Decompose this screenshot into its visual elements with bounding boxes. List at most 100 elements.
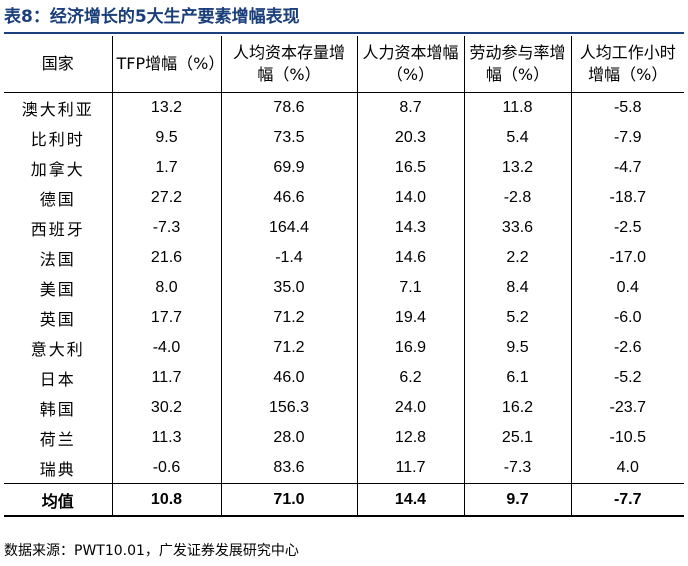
table-row: 澳大利亚 13.2 78.6 8.7 11.8 -5.8 bbox=[4, 92, 684, 123]
cell-labor-participation: 8.4 bbox=[463, 273, 571, 303]
cell-country: 法国 bbox=[39, 250, 76, 269]
cell-tfp: 27.2 bbox=[111, 183, 221, 213]
cell-human-capital: 12.8 bbox=[356, 423, 464, 453]
cell-capital: 83.6 bbox=[220, 453, 357, 484]
table-row: 法国 21.6 -1.4 14.6 2.2 -17.0 bbox=[4, 243, 684, 273]
cell-labor-participation: 5.2 bbox=[463, 303, 571, 333]
table-row: 英国 17.7 71.2 19.4 5.2 -6.0 bbox=[4, 303, 684, 333]
cell-country: 美国 bbox=[39, 280, 76, 299]
cell-work-hours: -7.9 bbox=[570, 123, 684, 153]
cell-human-capital: 14.3 bbox=[356, 213, 464, 243]
table-row: 西班牙 -7.3 164.4 14.3 33.6 -2.5 bbox=[4, 213, 684, 243]
header-human-capital: 人力资本增幅（%） bbox=[356, 36, 464, 93]
cell-human-capital: 11.7 bbox=[356, 453, 464, 484]
cell-capital: 156.3 bbox=[220, 393, 357, 423]
cell-human-capital: 14.6 bbox=[356, 243, 464, 273]
cell-capital: 73.5 bbox=[220, 123, 357, 153]
table-row: 韩国 30.2 156.3 24.0 16.2 -23.7 bbox=[4, 393, 684, 423]
table-row: 美国 8.0 35.0 7.1 8.4 0.4 bbox=[4, 273, 684, 303]
cell-work-hours: -4.7 bbox=[570, 153, 684, 183]
cell-human-capital: 16.9 bbox=[356, 333, 464, 363]
header-tfp: TFP增幅（%） bbox=[111, 36, 224, 93]
cell-labor-participation: -7.3 bbox=[463, 453, 571, 484]
cell-labor-participation: -2.8 bbox=[463, 183, 571, 213]
cell-work-hours: -5.2 bbox=[570, 363, 684, 393]
cell-labor-participation: 5.4 bbox=[463, 123, 571, 153]
table-row: 意大利 -4.0 71.2 16.9 9.5 -2.6 bbox=[4, 333, 684, 363]
table-row: 瑞典 -0.6 83.6 11.7 -7.3 4.0 bbox=[4, 453, 684, 484]
cell-tfp: 30.2 bbox=[111, 393, 221, 423]
table-title: 表8：经济增长的5大生产要素增幅表现 bbox=[4, 7, 300, 27]
cell-human-capital: 7.1 bbox=[356, 273, 464, 303]
cell-tfp: -7.3 bbox=[111, 213, 221, 243]
cell-work-hours: -17.0 bbox=[570, 243, 684, 273]
cell-country: 英国 bbox=[39, 310, 76, 329]
cell-capital: 35.0 bbox=[220, 273, 357, 303]
cell-country: 西班牙 bbox=[30, 220, 85, 239]
cell-tfp: 17.7 bbox=[111, 303, 221, 333]
cell-country: 澳大利亚 bbox=[21, 100, 94, 119]
cell-human-capital: 6.2 bbox=[356, 363, 464, 393]
cell-work-hours: -2.5 bbox=[570, 213, 684, 243]
cell-labor-participation: 6.1 bbox=[463, 363, 571, 393]
header-labor-participation: 劳动参与率增幅（%） bbox=[463, 36, 571, 93]
cell-human-capital: 8.7 bbox=[356, 92, 464, 123]
cell-country: 瑞典 bbox=[39, 460, 76, 479]
cell-tfp: 11.3 bbox=[111, 423, 221, 453]
cell-labor-participation: 13.2 bbox=[463, 153, 571, 183]
cell-human-capital: 16.5 bbox=[356, 153, 464, 183]
cell-country: 韩国 bbox=[39, 400, 76, 419]
cell-labor-participation: 11.8 bbox=[463, 92, 571, 123]
average-capital: 71.0 bbox=[220, 483, 357, 517]
average-country: 均值 bbox=[4, 483, 112, 517]
cell-work-hours: -18.7 bbox=[570, 183, 684, 213]
header-capital: 人均资本存量增幅（%） bbox=[220, 36, 357, 93]
cell-capital: 28.0 bbox=[220, 423, 357, 453]
cell-country: 日本 bbox=[39, 370, 76, 389]
source-note: 数据来源：PWT10.01，广发证券发展研究中心 bbox=[4, 543, 299, 559]
cell-tfp: 11.7 bbox=[111, 363, 221, 393]
cell-country: 荷兰 bbox=[39, 430, 76, 449]
cell-capital: 78.6 bbox=[220, 92, 357, 123]
cell-tfp: 8.0 bbox=[111, 273, 221, 303]
title-divider bbox=[4, 32, 684, 34]
cell-human-capital: 20.3 bbox=[356, 123, 464, 153]
table-row: 德国 27.2 46.6 14.0 -2.8 -18.7 bbox=[4, 183, 684, 213]
cell-labor-participation: 16.2 bbox=[463, 393, 571, 423]
cell-tfp: 1.7 bbox=[111, 153, 221, 183]
cell-capital: 46.0 bbox=[220, 363, 357, 393]
cell-human-capital: 14.0 bbox=[356, 183, 464, 213]
cell-work-hours: 4.0 bbox=[570, 453, 684, 484]
cell-tfp: -4.0 bbox=[111, 333, 221, 363]
average-tfp: 10.8 bbox=[111, 483, 221, 517]
table-row: 加拿大 1.7 69.9 16.5 13.2 -4.7 bbox=[4, 153, 684, 183]
cell-work-hours: -10.5 bbox=[570, 423, 684, 453]
cell-work-hours: -23.7 bbox=[570, 393, 684, 423]
cell-work-hours: 0.4 bbox=[570, 273, 684, 303]
average-row: 均值 10.8 71.0 14.4 9.7 -7.7 bbox=[4, 483, 684, 517]
cell-labor-participation: 2.2 bbox=[463, 243, 571, 273]
cell-work-hours: -5.8 bbox=[570, 92, 684, 123]
cell-capital: 69.9 bbox=[220, 153, 357, 183]
table-row: 荷兰 11.3 28.0 12.8 25.1 -10.5 bbox=[4, 423, 684, 453]
header-country: 国家 bbox=[4, 36, 112, 93]
cell-capital: 46.6 bbox=[220, 183, 357, 213]
cell-work-hours: -6.0 bbox=[570, 303, 684, 333]
cell-country: 比利时 bbox=[30, 130, 85, 149]
cell-capital: 164.4 bbox=[220, 213, 357, 243]
cell-labor-participation: 25.1 bbox=[463, 423, 571, 453]
average-labor-participation: 9.7 bbox=[463, 483, 571, 517]
cell-capital: -1.4 bbox=[220, 243, 357, 273]
cell-country: 意大利 bbox=[30, 340, 85, 359]
average-work-hours: -7.7 bbox=[570, 483, 684, 517]
cell-capital: 71.2 bbox=[220, 333, 357, 363]
cell-country: 德国 bbox=[39, 190, 76, 209]
header-work-hours: 人均工作小时增幅（%） bbox=[570, 36, 684, 93]
cell-labor-participation: 33.6 bbox=[463, 213, 571, 243]
cell-tfp: 21.6 bbox=[111, 243, 221, 273]
cell-human-capital: 19.4 bbox=[356, 303, 464, 333]
cell-work-hours: -2.6 bbox=[570, 333, 684, 363]
cell-labor-participation: 9.5 bbox=[463, 333, 571, 363]
cell-tfp: 13.2 bbox=[111, 92, 221, 123]
average-human-capital: 14.4 bbox=[356, 483, 464, 517]
